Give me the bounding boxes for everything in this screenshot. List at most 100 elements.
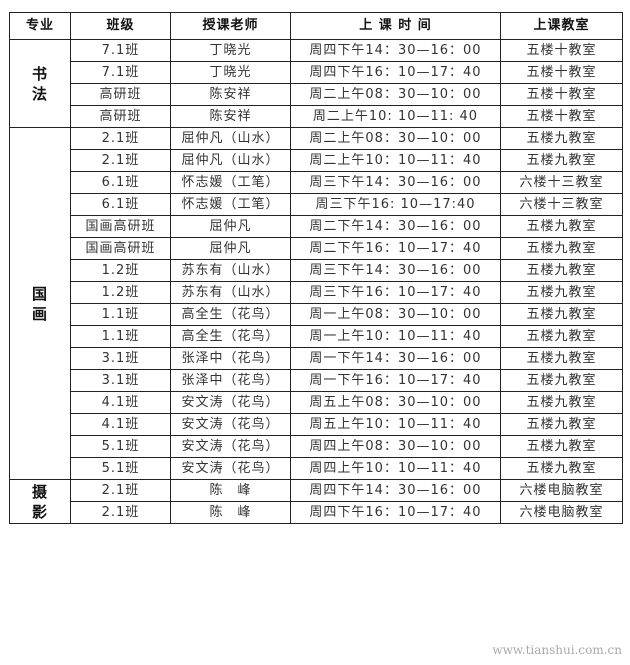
table-row: 5.1班 安文涛（花鸟） 周四上午08：30—10：00 五楼九教室	[10, 435, 623, 458]
teacher-cell: 高全生（花鸟）	[170, 325, 291, 348]
table-row: 高研班 陈安祥 周二上午10: 10—11: 40 五楼十教室	[10, 105, 623, 128]
time-cell: 周一下午16：10—17：40	[290, 369, 501, 392]
teacher-cell: 安文涛（花鸟）	[170, 413, 291, 436]
room-cell: 六楼十三教室	[500, 171, 623, 194]
class-cell: 4.1班	[70, 413, 171, 436]
header-time: 上 课 时 间	[290, 12, 501, 40]
major-cell: 书法	[9, 39, 71, 128]
time-cell: 周四下午16：10—17：40	[290, 501, 501, 524]
room-cell: 五楼九教室	[500, 303, 623, 326]
room-cell: 五楼九教室	[500, 237, 623, 260]
time-cell: 周二上午08：30—10：00	[290, 127, 501, 150]
teacher-cell: 怀志媛（工笔）	[170, 193, 291, 216]
room-cell: 五楼九教室	[500, 457, 623, 480]
table-row: 1.1班 高全生（花鸟） 周一上午10：10—11：40 五楼九教室	[10, 325, 623, 348]
class-cell: 1.2班	[70, 281, 171, 304]
time-cell: 周四上午08：30—10：00	[290, 435, 501, 458]
table-row: 摄影 2.1班陈 峰周四下午14：30—16：00 六楼电脑教室	[9, 479, 623, 524]
teacher-cell: 陈安祥	[170, 105, 291, 128]
time-cell: 周三下午14：30—16：00	[290, 171, 501, 194]
time-cell: 周三下午14：30—16：00	[290, 259, 501, 282]
teacher-cell: 丁晓光	[170, 61, 291, 84]
time-cell: 周四下午14：30—16：00	[290, 479, 501, 502]
teacher-cell: 屈仲凡	[170, 237, 291, 260]
teacher-cell: 陈 峰	[170, 479, 291, 502]
class-cell: 国画高研班	[70, 215, 171, 238]
class-cell: 6.1班	[70, 193, 171, 216]
class-cell: 国画高研班	[70, 237, 171, 260]
table-row: 书法 7.1班 丁晓光 周四下午14：30—16：00 五楼十教室	[9, 39, 623, 128]
time-cell: 周一上午10：10—11：40	[290, 325, 501, 348]
time-cell: 周一下午14：30—16：00	[290, 347, 501, 370]
room-cell: 五楼九教室	[500, 391, 623, 414]
teacher-cell: 苏东有（山水）	[170, 259, 291, 282]
teacher-cell: 张泽中（花鸟）	[170, 347, 291, 370]
time-cell: 周一上午08：30—10：00	[290, 303, 501, 326]
time-cell: 周三下午16：10—17：40	[290, 281, 501, 304]
header-class: 班级	[70, 12, 171, 40]
room-cell: 五楼九教室	[500, 435, 623, 458]
table-row: 4.1班 安文涛（花鸟） 周五上午08：30—10：00 五楼九教室	[10, 391, 623, 414]
header-teacher: 授课老师	[170, 12, 291, 40]
table-row: 高研班 陈安祥 周二上午08：30—10：00 五楼十教室	[10, 83, 623, 106]
class-cell: 3.1班	[70, 347, 171, 370]
time-cell: 周四下午14：30—16：00	[290, 39, 501, 62]
table-row: 1.2班 苏东有（山水） 周三下午14：30—16：00 五楼九教室	[10, 259, 623, 282]
room-cell: 五楼九教室	[500, 215, 623, 238]
time-cell: 周四上午10：10—11：40	[290, 457, 501, 480]
room-cell: 五楼九教室	[500, 413, 623, 436]
table-row: 2.1班陈 峰周四下午16：10—17：40 六楼电脑教室	[10, 501, 623, 524]
class-cell: 2.1班	[70, 127, 171, 150]
room-cell: 五楼九教室	[500, 259, 623, 282]
table-row: 4.1班 安文涛（花鸟） 周五上午10：10—11：40 五楼九教室	[10, 413, 623, 436]
room-cell: 六楼电脑教室	[500, 501, 623, 524]
class-cell: 6.1班	[70, 171, 171, 194]
room-cell: 六楼十三教室	[500, 193, 623, 216]
room-cell: 五楼九教室	[500, 325, 623, 348]
room-cell: 五楼九教室	[500, 369, 623, 392]
teacher-cell: 屈仲凡（山水）	[170, 149, 291, 172]
time-cell: 周二上午10: 10—11: 40	[290, 105, 501, 128]
teacher-cell: 安文涛（花鸟）	[170, 435, 291, 458]
class-cell: 1.1班	[70, 303, 171, 326]
room-cell: 五楼十教室	[500, 83, 623, 106]
room-cell: 五楼十教室	[500, 61, 623, 84]
class-cell: 2.1班	[70, 479, 171, 502]
time-cell: 周五上午08：30—10：00	[290, 391, 501, 414]
schedule-table: 专业 班级 授课老师 上 课 时 间 上课教室 书法 7.1班 丁晓光 周四下午14：…	[9, 12, 623, 524]
class-cell: 4.1班	[70, 391, 171, 414]
room-cell: 五楼九教室	[500, 149, 623, 172]
time-cell: 周三下午16: 10—17:40	[290, 193, 501, 216]
table-row: 国画高研班 屈仲凡 周二下午16：10—17：40 五楼九教室	[10, 237, 623, 260]
table-row: 1.1班 高全生（花鸟） 周一上午08：30—10：00 五楼九教室	[10, 303, 623, 326]
room-cell: 五楼九教室	[500, 127, 623, 150]
table-row: 3.1班 张泽中（花鸟） 周一下午14：30—16：00 五楼九教室	[10, 347, 623, 370]
watermark: www.tianshui.com.cn	[492, 643, 622, 657]
teacher-cell: 怀志媛（工笔）	[170, 171, 291, 194]
class-cell: 1.1班	[70, 325, 171, 348]
teacher-cell: 安文涛（花鸟）	[170, 391, 291, 414]
class-cell: 5.1班	[70, 435, 171, 458]
header-room: 上课教室	[500, 12, 623, 40]
major-cell: 摄影	[9, 479, 71, 524]
class-cell: 5.1班	[70, 457, 171, 480]
teacher-cell: 丁晓光	[170, 39, 291, 62]
class-cell: 2.1班	[70, 149, 171, 172]
table-row: 国画 2.1班 屈仲凡（山水） 周二上午08：30—10：00 五楼九教室	[9, 127, 623, 480]
table-row: 5.1班 安文涛（花鸟） 周四上午10：10—11：40 五楼九教室	[10, 457, 623, 480]
class-cell: 高研班	[70, 105, 171, 128]
room-cell: 五楼十教室	[500, 39, 623, 62]
time-cell: 周二上午08：30—10：00	[290, 83, 501, 106]
class-cell: 3.1班	[70, 369, 171, 392]
room-cell: 五楼九教室	[500, 347, 623, 370]
room-cell: 六楼电脑教室	[500, 479, 623, 502]
table-row: 6.1班 怀志媛（工笔） 周三下午14：30—16：00 六楼十三教室	[10, 171, 623, 194]
teacher-cell: 张泽中（花鸟）	[170, 369, 291, 392]
class-cell: 1.2班	[70, 259, 171, 282]
table-row: 6.1班 怀志媛（工笔） 周三下午16: 10—17:40 六楼十三教室	[10, 193, 623, 216]
class-cell: 7.1班	[70, 39, 171, 62]
room-cell: 五楼十教室	[500, 105, 623, 128]
time-cell: 周二下午14：30—16：00	[290, 215, 501, 238]
table-row: 国画高研班 屈仲凡 周二下午14：30—16：00 五楼九教室	[10, 215, 623, 238]
major-cell: 国画	[9, 127, 71, 480]
